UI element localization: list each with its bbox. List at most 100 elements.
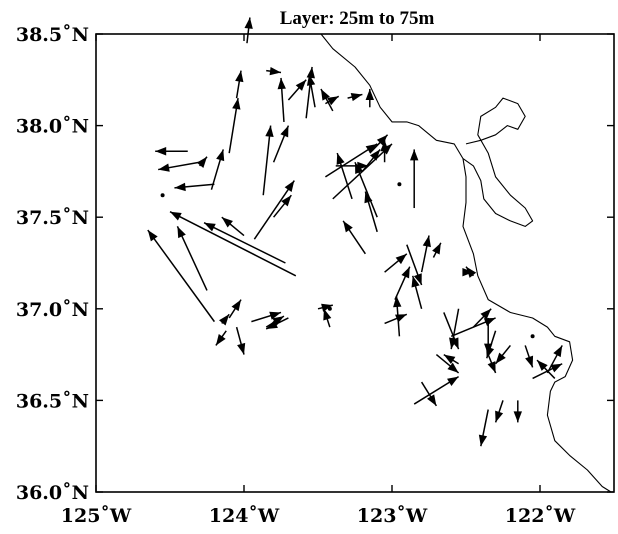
current-vector <box>494 400 504 423</box>
vector-arrowhead <box>393 295 402 308</box>
current-vector <box>262 125 274 196</box>
vector-shaft <box>253 180 295 240</box>
current-vector <box>524 345 534 368</box>
vector-arrowhead <box>232 98 241 110</box>
san-francisco-bay-outline <box>462 97 534 227</box>
vector-arrowhead <box>174 182 186 192</box>
vector-arrowhead <box>480 308 492 320</box>
station-dots <box>160 182 535 339</box>
x-tick-label: 123˚W <box>357 504 428 527</box>
y-tick-label: 36.0˚N <box>16 481 89 504</box>
vector-arrowhead <box>376 134 388 146</box>
vector-arrowhead <box>272 316 284 326</box>
current-vector <box>420 381 438 407</box>
current-vector <box>221 216 245 237</box>
vector-arrowhead <box>411 275 420 288</box>
current-vector <box>169 211 297 277</box>
vector-arrowhead <box>284 180 295 193</box>
vector-arrowhead <box>486 346 495 359</box>
vector-arrowhead <box>350 93 363 102</box>
vector-arrowhead <box>513 411 522 423</box>
current-vector <box>155 147 188 156</box>
y-tick-label: 36.5˚N <box>16 389 89 412</box>
current-vector <box>384 253 408 273</box>
current-vector <box>210 149 225 190</box>
vector-arrowhead <box>443 354 456 364</box>
vector-arrowhead <box>427 394 437 406</box>
vector-arrowhead <box>495 410 504 423</box>
current-vector <box>324 143 378 178</box>
current-vector <box>347 93 363 102</box>
current-vector <box>380 140 389 163</box>
x-tick-label: 124˚W <box>209 504 280 527</box>
vector-arrowhead <box>219 314 230 326</box>
current-vector <box>265 315 285 328</box>
vector-arrowhead <box>277 77 286 90</box>
vector-arrowhead <box>432 242 441 255</box>
vector-arrowhead <box>155 147 167 156</box>
current-vectors <box>147 17 563 447</box>
vector-arrowhead <box>525 355 534 368</box>
current-vector <box>176 226 208 291</box>
current-vector <box>228 98 241 154</box>
station-dot <box>160 193 165 198</box>
vector-shaft <box>203 222 286 264</box>
vector-arrowhead <box>410 149 419 161</box>
x-tick-label: 125˚W <box>61 504 132 527</box>
current-vector <box>384 313 408 325</box>
vector-arrowhead <box>487 361 496 373</box>
current-vector <box>472 308 492 328</box>
vector-arrowhead <box>553 345 563 358</box>
vector-arrowhead <box>235 70 244 83</box>
station-dot <box>397 182 402 187</box>
vector-arrowhead <box>158 163 170 172</box>
vector-arrowhead <box>343 220 353 233</box>
x-axis: 125˚W 124˚W 123˚W 122˚W <box>61 34 576 527</box>
vector-arrowhead <box>395 253 407 265</box>
vector-arrowhead <box>204 222 216 232</box>
current-vector <box>361 148 381 172</box>
current-vector <box>147 229 216 323</box>
current-vector <box>235 326 246 355</box>
vector-shaft <box>262 125 272 196</box>
current-vector <box>219 313 230 326</box>
vector-arrowhead <box>447 362 459 373</box>
vector-shaft <box>176 226 208 291</box>
vector-arrowhead <box>323 308 332 321</box>
y-axis: 36.0˚N 36.5˚N 37.0˚N 37.5˚N 38.0˚N 38.5˚N <box>16 23 614 504</box>
coastline-layer <box>320 33 612 493</box>
current-vector <box>158 161 200 172</box>
plot-frame <box>95 33 615 493</box>
current-vector <box>266 66 282 76</box>
vector-arrowhead <box>266 320 278 329</box>
vector-arrowhead <box>231 299 242 312</box>
vector-shaft <box>169 211 297 277</box>
current-vector <box>228 299 242 319</box>
vector-arrowhead <box>336 153 345 165</box>
current-vector <box>342 220 366 255</box>
current-vector <box>365 88 374 108</box>
current-vector <box>369 134 389 154</box>
current-vector <box>273 194 292 218</box>
current-vector <box>251 311 282 323</box>
vector-arrowhead <box>483 317 496 327</box>
current-vector <box>411 275 423 309</box>
coastline <box>320 33 612 493</box>
current-vector <box>487 354 497 374</box>
current-vector <box>478 409 489 447</box>
current-vector <box>265 317 289 330</box>
map-title: Layer: 25m to 75m <box>280 8 435 29</box>
current-vector <box>435 354 460 374</box>
vector-arrowhead <box>478 434 488 447</box>
current-vector <box>495 344 511 365</box>
current-vector <box>244 17 253 44</box>
current-vector <box>410 149 419 209</box>
vector-arrowhead <box>355 162 364 175</box>
vector-arrowhead <box>365 88 374 100</box>
vector-arrowhead <box>413 273 422 285</box>
current-vector <box>536 359 556 379</box>
current-vector <box>196 156 208 168</box>
vector-arrowhead <box>401 266 410 279</box>
vector-arrowhead <box>244 17 253 29</box>
